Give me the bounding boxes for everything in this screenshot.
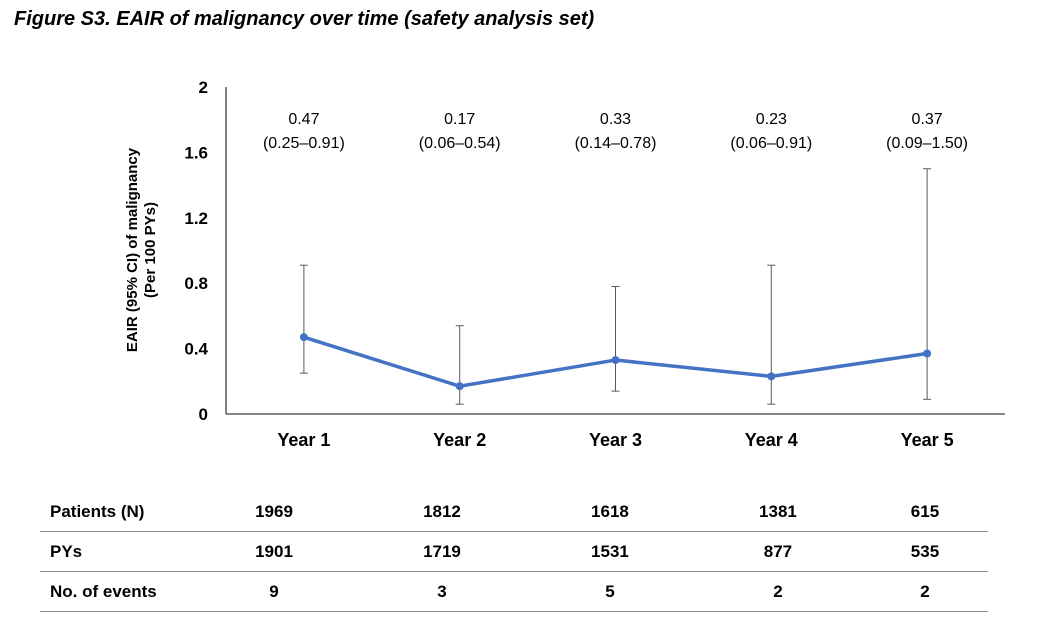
table-cell: 1618 [525, 492, 694, 532]
data-label-ci: (0.14–0.78) [575, 135, 657, 152]
data-label-ci: (0.06–0.91) [730, 135, 812, 152]
data-label-value: 0.37 [912, 111, 943, 128]
y-axis-label-line: EAIR (95% CI) of malignancy [124, 147, 141, 352]
data-label-ci: (0.06–0.54) [419, 135, 501, 152]
data-label-ci: (0.09–1.50) [886, 135, 968, 152]
data-label-value: 0.17 [444, 111, 475, 128]
table-cell: 2 [693, 571, 862, 612]
data-point [923, 349, 932, 358]
x-tick-label: Year 2 [433, 430, 486, 450]
table-row-label: No. of events [40, 571, 190, 612]
table-cell: 3 [357, 571, 526, 612]
y-tick-label: 2 [199, 78, 208, 97]
chart-axes: 0 0.4 0.8 1.2 1.6 2 [184, 78, 1005, 424]
y-tick-label: 1.2 [184, 209, 208, 228]
data-point [611, 356, 620, 365]
summary-table: Patients (N) 1969 1812 1618 1381 615 PYs 1901 17… [40, 492, 988, 612]
data-point [455, 382, 464, 391]
x-tick-label: Year 4 [745, 430, 798, 450]
table-row-label: Patients (N) [40, 492, 190, 532]
table-row-label: PYs [40, 531, 190, 572]
data-label-value: 0.47 [288, 111, 319, 128]
x-tick-label: Year 3 [589, 430, 642, 450]
table-cell: 1719 [357, 531, 526, 572]
chart: 0 0.4 0.8 1.2 1.6 2 0.47 (0.25–0.91) 0.17 (0.06–… [124, 78, 1005, 450]
data-label-ci: (0.25–0.91) [263, 135, 345, 152]
table-row: No. of events 9 3 5 2 2 [40, 571, 988, 612]
y-tick-label: 1.6 [184, 143, 208, 162]
data-label-value: 0.23 [756, 111, 787, 128]
table-cell: 9 [190, 571, 358, 612]
table-row: PYs 1901 1719 1531 877 535 [40, 531, 988, 572]
y-tick-label: 0.8 [184, 274, 208, 293]
table-cell: 615 [861, 492, 988, 532]
table-cell: 877 [693, 531, 862, 572]
series-line [299, 333, 932, 391]
data-point [767, 372, 776, 381]
x-tick-label: Year 1 [277, 430, 330, 450]
y-tick-label: 0.4 [184, 340, 208, 359]
table-cell: 2 [861, 571, 988, 612]
table-cell: 535 [861, 531, 988, 572]
table-cell: 1381 [693, 492, 862, 532]
data-point [299, 333, 308, 342]
table-cell: 5 [525, 571, 694, 612]
table-cell: 1812 [357, 492, 526, 532]
table-cell: 1901 [190, 531, 358, 572]
table-cell: 1969 [190, 492, 358, 532]
category-labels: Year 1 Year 2 Year 3 Year 4 Year 5 [277, 430, 953, 450]
table-cell: 1531 [525, 531, 694, 572]
y-axis-label: EAIR (95% CI) of malignancy(Per 100 PYs) [124, 147, 159, 352]
data-label-value: 0.33 [600, 111, 631, 128]
y-axis-label-line: (Per 100 PYs) [142, 202, 159, 298]
y-tick-label: 0 [199, 405, 208, 424]
table-row: Patients (N) 1969 1812 1618 1381 615 [40, 492, 988, 532]
error-bars [299, 168, 932, 405]
data-labels: 0.47 (0.25–0.91) 0.17 (0.06–0.54) 0.33 (0.14–… [263, 111, 968, 152]
figure-title: Figure S3. EAIR of malignancy over time … [14, 8, 595, 30]
x-tick-label: Year 5 [901, 430, 954, 450]
